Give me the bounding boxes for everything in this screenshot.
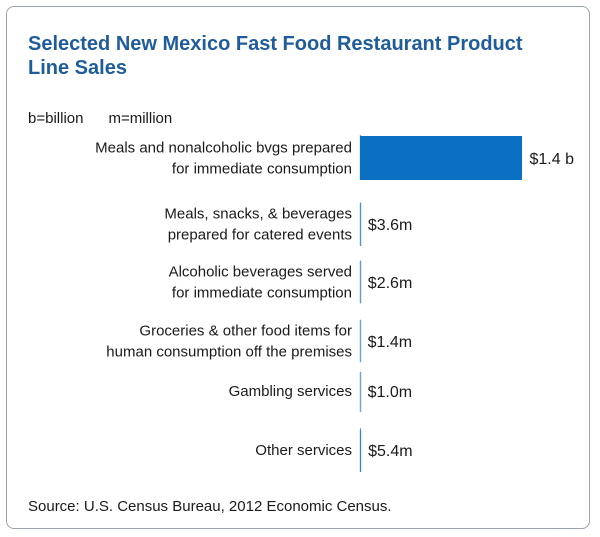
chart-title: Selected New Mexico Fast Food Restaurant… (28, 33, 523, 79)
category-label: Groceries & other food items for (139, 323, 352, 340)
category-label: for immediate consumption (172, 285, 352, 302)
bar (360, 136, 522, 180)
value-label: $3.6m (368, 217, 412, 234)
category-label: Gambling services (229, 383, 352, 400)
value-label: $1.0m (368, 384, 412, 401)
bar (360, 428, 361, 472)
unit-legend-note: b=billion m=million (28, 110, 173, 127)
category-label: Other services (255, 442, 352, 459)
category-label: Alcoholic beverages served (169, 264, 352, 281)
category-label: prepared for catered events (168, 227, 352, 244)
category-label: human consumption off the premises (106, 344, 352, 361)
value-label: $2.6m (368, 275, 412, 292)
category-label: Meals and nonalcoholic bvgs prepared (95, 140, 352, 157)
value-label: $5.4m (368, 443, 412, 460)
value-label: $1.4m (368, 334, 412, 351)
chart-panel (6, 6, 590, 529)
category-label: for immediate consumption (172, 161, 352, 178)
value-label: $1.4 b (530, 151, 575, 168)
source-note: Source: U.S. Census Bureau, 2012 Economi… (28, 498, 392, 515)
category-label: Meals, snacks, & beverages (164, 206, 352, 223)
